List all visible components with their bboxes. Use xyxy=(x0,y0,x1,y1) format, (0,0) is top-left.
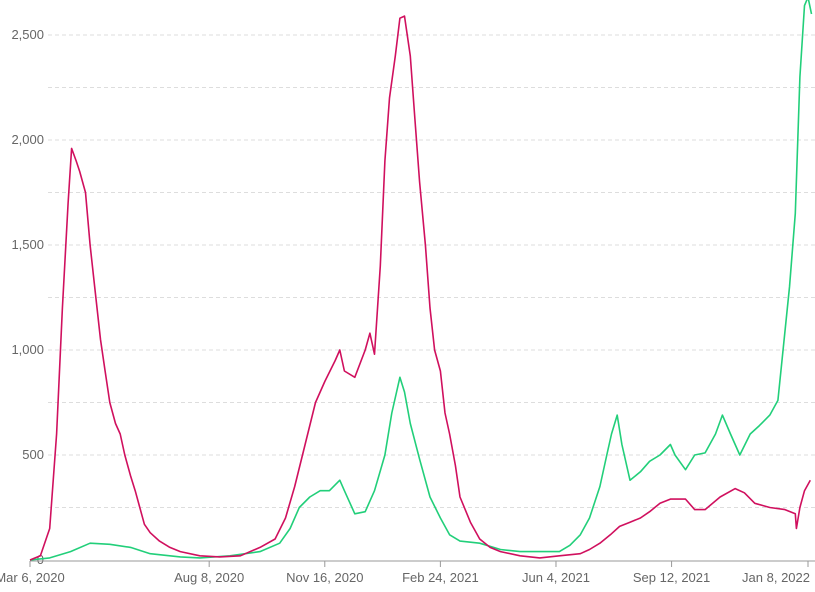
series-lines xyxy=(29,0,813,561)
x-tick-label: Sep 12, 2021 xyxy=(633,570,710,585)
y-tick-label: 1,000 xyxy=(11,342,44,357)
x-axis: Mar 6, 2020 Aug 8, 2020 Nov 16, 2020 Feb 24… xyxy=(0,561,810,585)
y-tick-label: 2,500 xyxy=(11,27,44,42)
x-tick-label: Nov 16, 2020 xyxy=(286,570,363,585)
y-tick-label: 1,500 xyxy=(11,237,44,252)
y-tick-label: 2,000 xyxy=(11,132,44,147)
y-tick-label: 500 xyxy=(22,447,44,462)
gridlines xyxy=(48,34,815,508)
x-tick-label: Feb 24, 2021 xyxy=(402,570,479,585)
x-tick-label: Aug 8, 2020 xyxy=(174,570,244,585)
x-tick-label: Jan 8, 2022 xyxy=(742,570,810,585)
x-tick-label: Mar 6, 2020 xyxy=(0,570,65,585)
series-green-line xyxy=(29,0,813,561)
series-red-line xyxy=(29,15,812,561)
x-tick-label: Jun 4, 2021 xyxy=(522,570,590,585)
